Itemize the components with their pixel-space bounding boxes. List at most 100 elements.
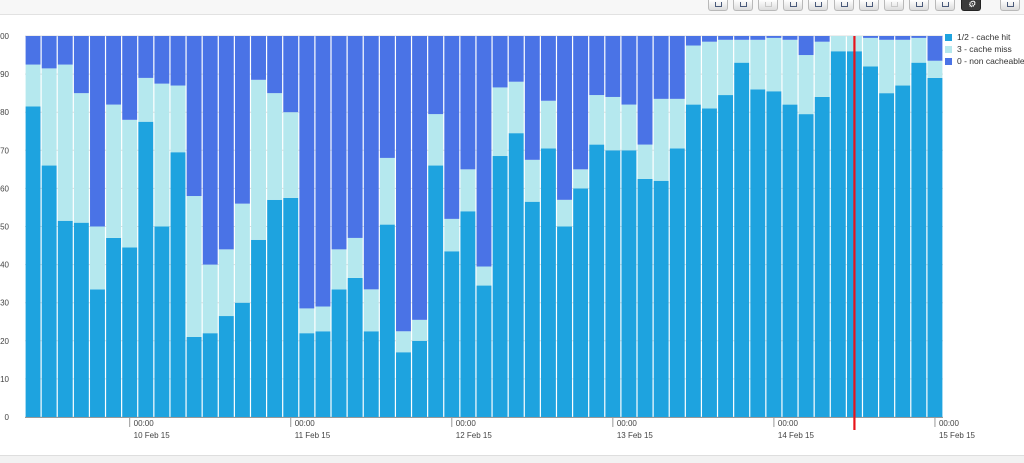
bar-segment bbox=[476, 36, 492, 267]
legend-swatch bbox=[945, 46, 952, 53]
legend-swatch bbox=[945, 58, 952, 65]
bar-segment bbox=[347, 277, 363, 417]
bar-segment bbox=[122, 36, 138, 120]
bar-segment bbox=[412, 340, 428, 417]
bar-chart-glyph-icon bbox=[866, 2, 873, 7]
bar-segment bbox=[879, 39, 895, 94]
bar-segment bbox=[379, 224, 395, 417]
grid-view-glyph-icon bbox=[765, 2, 772, 7]
bar-segment bbox=[283, 36, 299, 113]
bar-segment bbox=[41, 36, 57, 69]
bar-segment bbox=[621, 150, 637, 418]
image-glyph-icon bbox=[815, 2, 822, 7]
x-tick-date-label: 12 Feb 15 bbox=[456, 431, 493, 440]
bar-segment bbox=[315, 36, 331, 307]
bar-segment bbox=[653, 36, 669, 99]
bar-segment bbox=[637, 144, 653, 179]
bar-segment bbox=[283, 112, 299, 198]
bar-segment bbox=[508, 36, 524, 82]
stacked-chart-button-icon[interactable] bbox=[909, 0, 929, 11]
bar-segment bbox=[460, 169, 476, 212]
bar-segment bbox=[911, 37, 927, 63]
bar-segment bbox=[251, 36, 266, 80]
y-tick-label: 10 bbox=[0, 375, 9, 384]
table-view-glyph-icon bbox=[715, 2, 722, 7]
bar-segment bbox=[863, 66, 878, 417]
bar-segment bbox=[363, 331, 379, 417]
bar-segment bbox=[557, 36, 572, 200]
bar-segment bbox=[331, 249, 347, 290]
bar-segment bbox=[830, 36, 846, 52]
bar-segment bbox=[299, 333, 315, 417]
bar-segment bbox=[186, 336, 202, 417]
bar-segment bbox=[750, 36, 766, 40]
bar-segment bbox=[492, 87, 508, 157]
bar-segment bbox=[122, 119, 138, 248]
bar-segment bbox=[73, 222, 89, 417]
export-button-icon[interactable] bbox=[783, 0, 803, 11]
bar-segment bbox=[782, 36, 798, 40]
bar-segment bbox=[138, 121, 154, 417]
pie-chart-button-icon[interactable] bbox=[884, 0, 904, 11]
bar-segment bbox=[283, 197, 299, 417]
legend-label: 3 - cache miss bbox=[957, 44, 1012, 54]
bar-segment bbox=[927, 36, 943, 61]
bar-segment bbox=[57, 220, 73, 417]
x-tick-time-label: 00:00 bbox=[295, 419, 316, 428]
bar-segment bbox=[766, 91, 782, 418]
bar-segment bbox=[363, 289, 379, 332]
bar-segment bbox=[685, 104, 701, 417]
bar-segment bbox=[798, 114, 814, 417]
bar-segment bbox=[202, 333, 218, 417]
bar-segment bbox=[750, 39, 766, 90]
bar-segment bbox=[154, 36, 170, 84]
bar-segment bbox=[669, 36, 685, 99]
bar-segment bbox=[669, 98, 685, 149]
collapse-button-icon[interactable] bbox=[1000, 0, 1020, 11]
y-tick-label: 20 bbox=[0, 337, 9, 346]
bottom-scrollbar[interactable] bbox=[0, 455, 1024, 463]
chart-toolbar: ⚙ bbox=[0, 0, 1024, 15]
bar-segment bbox=[218, 36, 234, 250]
list-view-button-icon[interactable] bbox=[733, 0, 753, 11]
bar-segment bbox=[863, 37, 878, 67]
bar-segment bbox=[863, 36, 878, 38]
bar-segment bbox=[766, 36, 782, 38]
bar-segment bbox=[476, 266, 492, 286]
bar-segment bbox=[444, 218, 460, 252]
bar-segment bbox=[492, 156, 508, 417]
bar-segment bbox=[621, 36, 637, 105]
bar-segment bbox=[202, 36, 218, 265]
bar-segment bbox=[637, 36, 653, 145]
legend-label: 0 - non cacheable bbox=[957, 56, 1024, 66]
x-tick-time-label: 00:00 bbox=[617, 419, 638, 428]
bar-segment bbox=[444, 251, 460, 417]
gear-icon[interactable]: ⚙ bbox=[961, 0, 981, 11]
bar-segment bbox=[540, 148, 556, 417]
x-tick-date-label: 14 Feb 15 bbox=[778, 431, 815, 440]
y-tick-label: 70 bbox=[0, 146, 9, 155]
bar-segment bbox=[90, 226, 105, 290]
bar-segment bbox=[911, 62, 927, 418]
bar-segment bbox=[508, 81, 524, 134]
bar-segment bbox=[267, 93, 283, 200]
bar-segment bbox=[895, 36, 911, 40]
bar-segment bbox=[41, 68, 57, 166]
bar-segment bbox=[782, 39, 798, 105]
table-view-button-icon[interactable] bbox=[708, 0, 728, 11]
list-button-icon[interactable] bbox=[935, 0, 955, 11]
grid-view-button-icon[interactable] bbox=[758, 0, 778, 11]
bar-segment bbox=[702, 36, 717, 42]
bar-segment bbox=[73, 93, 89, 223]
bar-segment bbox=[331, 36, 347, 250]
globe-button-icon[interactable] bbox=[834, 0, 854, 11]
bar-segment bbox=[138, 77, 154, 122]
bar-segment bbox=[540, 36, 556, 101]
bar-segment bbox=[573, 36, 589, 170]
bar-segment bbox=[557, 226, 572, 417]
image-button-icon[interactable] bbox=[808, 0, 828, 11]
bar-segment bbox=[895, 85, 911, 417]
x-tick-date-label: 15 Feb 15 bbox=[939, 431, 976, 440]
bar-chart-button-icon[interactable] bbox=[859, 0, 879, 11]
bar-segment bbox=[621, 104, 637, 151]
